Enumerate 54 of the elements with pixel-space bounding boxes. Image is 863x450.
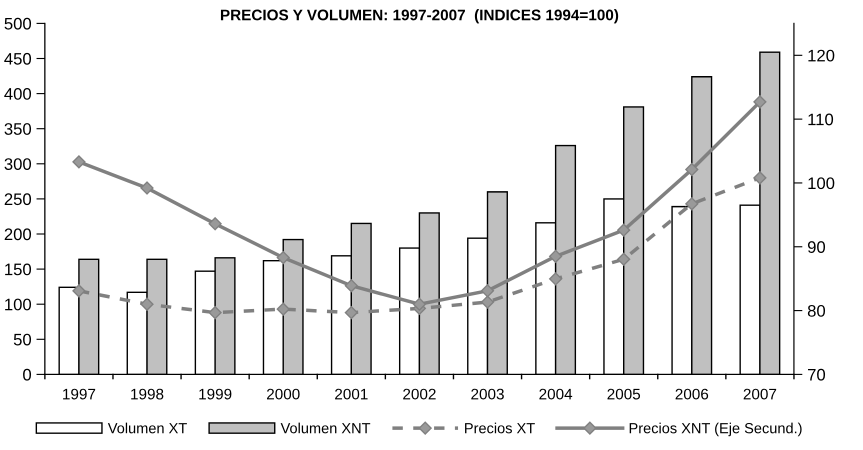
point [685, 162, 698, 176]
x-tick-label: 2006 [676, 388, 708, 400]
point [412, 298, 426, 311]
y-tick-label: 300 [4, 158, 32, 170]
y-tick-label: 0 [23, 368, 32, 381]
y2-tick-label: 110 [808, 114, 834, 126]
x-tick-label: 2003 [471, 388, 504, 400]
point [344, 306, 358, 320]
point [480, 284, 494, 298]
point [140, 181, 154, 195]
point [276, 302, 290, 316]
y2-tick-label: 90 [808, 241, 826, 253]
point [685, 197, 698, 210]
y-tick-label: 450 [4, 52, 32, 65]
chart-title: PRECIOS Y VOLUMEN: 1997-2007 (INDICES 1994=100) [220, 9, 618, 24]
x-tick-label: 1997 [63, 388, 96, 400]
point [753, 95, 766, 108]
y-tick-label: 100 [5, 298, 32, 310]
legend-label: Volumen XT [108, 422, 187, 434]
point [72, 284, 86, 298]
point [753, 171, 766, 184]
point [208, 306, 222, 320]
y-tick-label: 50 [14, 334, 32, 346]
legend-label: Precios XT [465, 422, 535, 434]
y-tick-label: 250 [4, 193, 32, 206]
x-tick-label: 2002 [403, 388, 436, 400]
legend-label: Precios XNT (Eje Secund.) [630, 422, 802, 436]
legend-label: Volumen XNT [280, 422, 370, 434]
y2-tick-label: 100 [808, 177, 834, 190]
point [140, 298, 154, 311]
x-tick-label: 2005 [607, 388, 640, 400]
point [549, 250, 562, 263]
point [276, 251, 290, 264]
x-tick-label: 2000 [267, 388, 300, 400]
x-tick-label: 1999 [199, 388, 232, 400]
point [617, 224, 630, 237]
x-tick-label: 2004 [539, 388, 572, 400]
y2-tick-label: 80 [808, 304, 826, 317]
y2-tick-label: 120 [808, 50, 834, 62]
x-tick-label: 2001 [335, 388, 368, 400]
point [208, 217, 222, 230]
point [549, 272, 562, 286]
x-tick-label: 2007 [744, 388, 776, 400]
y-tick-label: 500 [4, 18, 32, 30]
point [72, 155, 86, 168]
x-tick-label: 1998 [131, 388, 164, 400]
point [617, 252, 630, 266]
y2-tick-label: 70 [808, 368, 826, 381]
point [344, 279, 358, 292]
point [480, 296, 494, 309]
y-tick-label: 350 [4, 123, 32, 135]
y-tick-label: 150 [5, 264, 32, 276]
y-tick-label: 400 [4, 88, 32, 100]
y-tick-label: 200 [4, 228, 32, 240]
